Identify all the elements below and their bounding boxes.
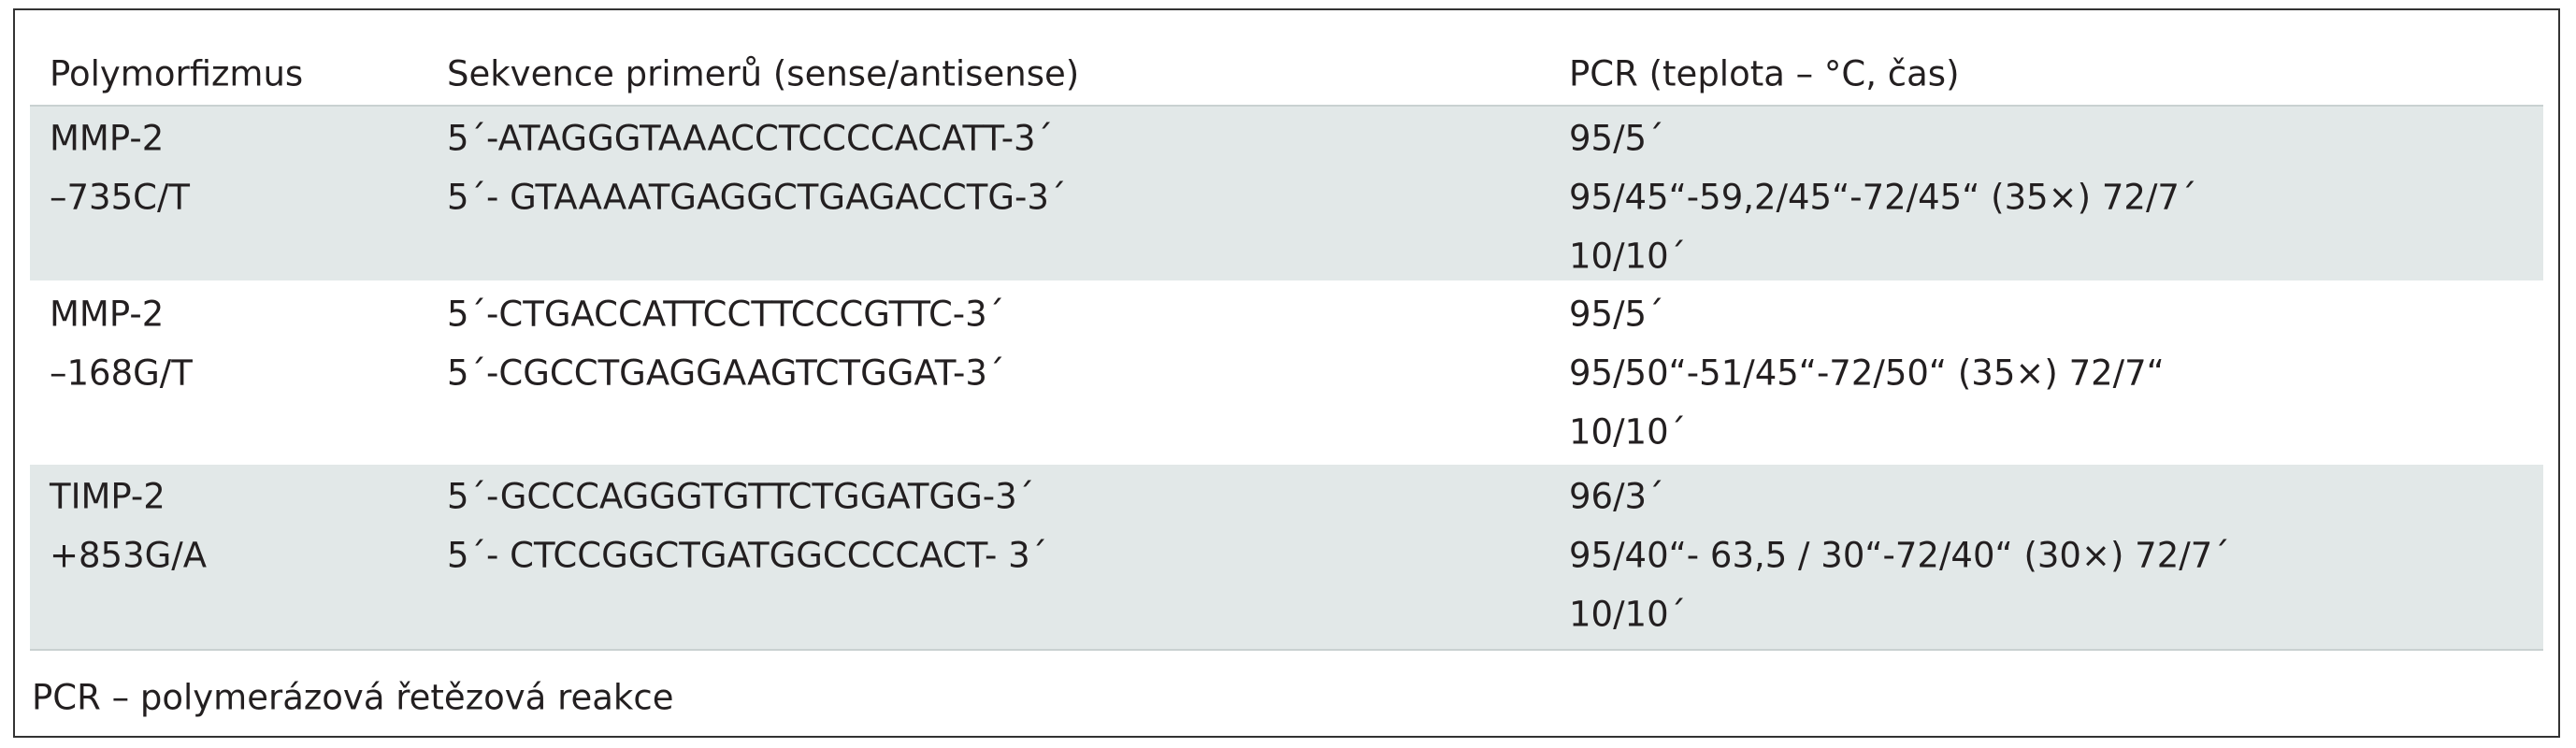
cell-text: 10/10´ <box>1569 594 1687 635</box>
cell-text: 5´- GTAAAATGAGGCTGAGACCTG-3´ <box>447 177 1067 218</box>
cell-text: 95/50“-51/45“-72/50“ (35×) 72/7“ <box>1569 352 2165 394</box>
cell-text: –735C/T <box>50 177 191 218</box>
cell-text: 5´-ATAGGGTAAACCTCCCCACATT-3´ <box>447 118 1054 159</box>
cell-text: 96/3´ <box>1569 476 1664 517</box>
cell-text: 10/10´ <box>1569 411 1687 453</box>
cell-text: 5´-CGCCTGAGGAAGTCTGGAT-3´ <box>447 352 1005 394</box>
cell-text: TIMP-2 <box>50 476 165 517</box>
header-cell: Sekvence primerů (sense/antisense) <box>447 53 1080 94</box>
cell-text: 5´-GCCCAGGGTGTTCTGGATGG-3´ <box>447 476 1035 517</box>
cell-text: +853G/A <box>50 535 208 576</box>
cell-text: 95/5´ <box>1569 294 1664 335</box>
cell-text: 10/10´ <box>1569 236 1687 277</box>
cell-text: 95/40“- 63,5 / 30“-72/40“ (30×) 72/7´ <box>1569 535 2230 576</box>
cell-text: MMP-2 <box>50 294 165 335</box>
cell-text: –168G/T <box>50 352 193 394</box>
header-cell: Polymorfizmus <box>50 53 304 94</box>
row-rule <box>30 649 2543 651</box>
cell-text: 5´- CTCCGGCTGATGGCCCCACT- 3´ <box>447 535 1048 576</box>
footnote: PCR – polymerázová řetězová reakce <box>32 677 674 718</box>
header-cell: PCR (teplota – °C, čas) <box>1569 53 1960 94</box>
table-frame <box>13 8 2560 738</box>
cell-text: MMP-2 <box>50 118 165 159</box>
row-background <box>30 465 2543 649</box>
cell-text: 95/5´ <box>1569 118 1664 159</box>
cell-text: 95/45“-59,2/45“-72/45“ (35×) 72/7´ <box>1569 177 2197 218</box>
cell-text: 5´-CTGACCATTCCTTCCCGTTC-3´ <box>447 294 1005 335</box>
row-background <box>30 107 2543 280</box>
row-rule <box>30 105 2543 107</box>
